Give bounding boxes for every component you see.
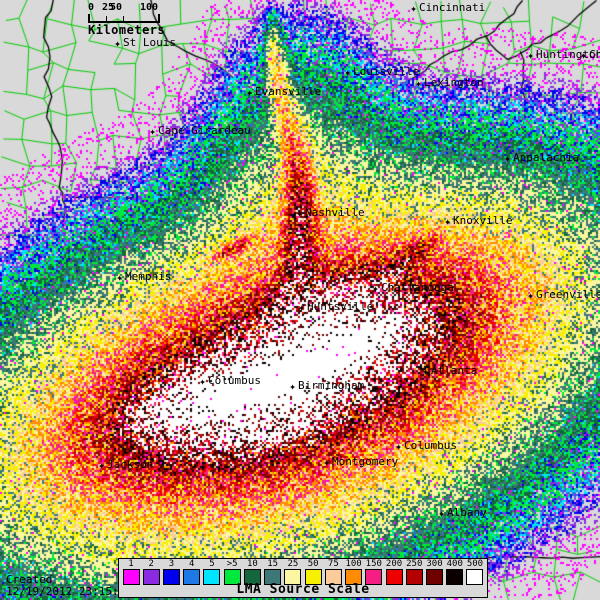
legend-entry: 500 [466, 559, 484, 585]
legend-entry: 2 [142, 559, 160, 585]
scale-bar-rule [88, 14, 160, 23]
legend-color-chip [243, 569, 261, 585]
scale-tick-label: 25 [102, 2, 115, 13]
legend-entry: 50 [304, 559, 322, 585]
created-timestamp: 12/19/2012 23:15:01 [6, 585, 132, 598]
scale-tick-label: 0 [88, 2, 95, 13]
legend-entry: 3 [162, 559, 180, 585]
legend-entry-label: 50 [307, 559, 319, 569]
legend-color-chip [183, 569, 201, 585]
legend-title: LMA Source Scale [236, 582, 370, 597]
legend-entry: 5 [203, 559, 221, 585]
legend-entry: >5 [223, 559, 241, 585]
legend-entry-label: 250 [406, 559, 423, 569]
legend-color-chip [162, 569, 180, 585]
created-stamp: Created 12/19/2012 23:15:01 [6, 574, 132, 598]
legend-entry-label: 25 [287, 559, 299, 569]
legend-entry-label: 150 [365, 559, 382, 569]
legend-entry-label: 200 [385, 559, 403, 569]
legend-entry-label: 15 [267, 559, 279, 569]
legend-color-chip [365, 569, 383, 585]
legend-color-chip [466, 569, 484, 585]
legend-color-chip [264, 569, 282, 585]
scale-bar-ticks: 0 25 50 100 [88, 2, 166, 14]
legend-entry: 150 [365, 559, 383, 585]
legend-color-chip [223, 569, 241, 585]
legend-color-chip [405, 569, 423, 585]
legend-entry: 15 [264, 559, 282, 585]
scale-tick-label: 50 [110, 2, 123, 13]
legend-color-chip [324, 569, 342, 585]
scale-tick-label: 100 [140, 2, 159, 13]
legend-entry: 25 [284, 559, 302, 585]
lma-source-scale-legend: 1 2 3 4 5 >5 10 15 25 50 75 100 150 200 250 300 400 500 L… [118, 558, 488, 598]
legend-color-chip [122, 569, 140, 585]
legend-color-chip [142, 569, 160, 585]
legend-color-chip [446, 569, 464, 585]
legend-entry-label: 2 [148, 559, 154, 569]
legend-color-chip [426, 569, 444, 585]
legend-entry: 1 [122, 559, 140, 585]
scale-bar: 0 25 50 100 Kilometers [88, 2, 166, 37]
legend-entry-label: 75 [327, 559, 339, 569]
legend-entry-label: 4 [188, 559, 195, 569]
legend-entry: 250 [405, 559, 423, 585]
legend-color-chip [345, 569, 363, 585]
created-label: Created [6, 573, 53, 586]
legend-entry: 4 [183, 559, 201, 585]
legend-entry-label: 400 [446, 559, 463, 569]
legend-entry: 10 [243, 559, 261, 585]
legend-entry: 75 [324, 559, 342, 585]
legend-entry-label: 1 [128, 559, 134, 569]
legend-entry: 400 [446, 559, 464, 585]
legend-entry-label: 3 [168, 559, 175, 569]
legend-entry: 300 [426, 559, 444, 585]
legend-entry: 100 [345, 559, 363, 585]
legend-entry-label: 500 [466, 559, 484, 569]
legend-entry-label: 300 [426, 559, 443, 569]
legend-color-chip [284, 569, 302, 585]
legend-swatch-row: 1 2 3 4 5 >5 10 15 25 50 75 100 150 200 250 300 400 500 [119, 559, 487, 585]
scale-bar-units-label: Kilometers [88, 23, 166, 37]
legend-entry: 200 [385, 559, 403, 585]
legend-color-chip [203, 569, 221, 585]
legend-entry-label: 10 [246, 559, 258, 569]
legend-entry-label: 5 [209, 559, 215, 569]
legend-color-chip [385, 569, 403, 585]
legend-entry-label: 100 [345, 559, 362, 569]
legend-entry-label: >5 [226, 559, 238, 569]
legend-color-chip [304, 569, 322, 585]
